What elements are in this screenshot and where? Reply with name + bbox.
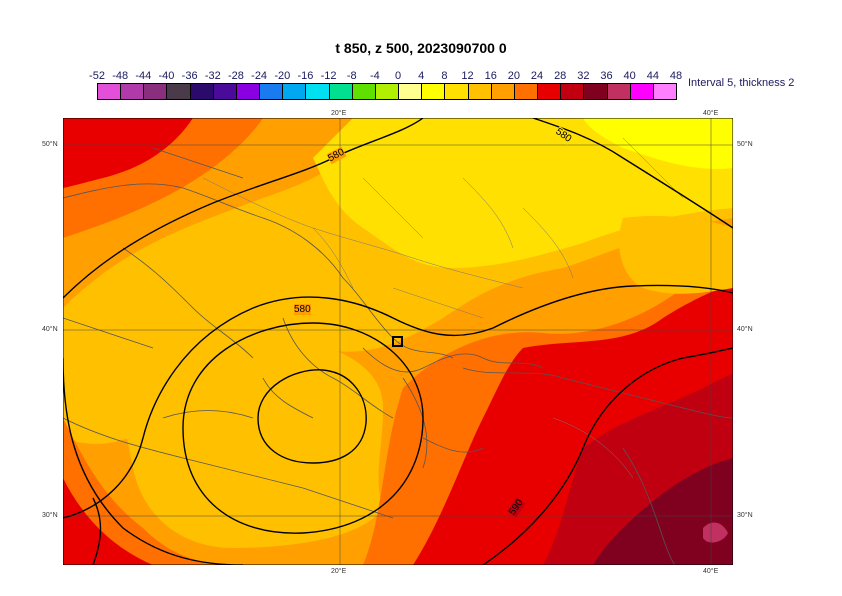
contour-580-loop: [182, 322, 424, 534]
field-med-blob: [121, 328, 383, 548]
colorbar-swatch: [537, 83, 562, 100]
lon-tick-top: 40°E: [703, 110, 719, 117]
lat-tick-right: 30°N: [737, 512, 753, 519]
colorbar-swatch: [97, 83, 122, 100]
colorbar-swatch: [560, 83, 585, 100]
lon-tick-bottom: 40°E: [703, 568, 719, 575]
colorbar-swatch: [652, 83, 677, 100]
colorbar-tick-label: -48: [112, 70, 129, 82]
colorbar-swatch: [189, 83, 214, 100]
colorbar-tick-label: -20: [274, 70, 291, 82]
field-se-maroon: [593, 458, 733, 565]
location-marker: [392, 336, 403, 347]
colorbar-swatch: [235, 83, 261, 100]
colorbar-swatch: [120, 83, 145, 100]
colorbar-tick-label: -52: [89, 70, 105, 82]
field-sw-band: [63, 418, 243, 565]
colorbar-swatch: [212, 83, 237, 100]
colorbar-tick-label: 20: [507, 70, 520, 82]
colorbar-swatch: [421, 83, 446, 100]
colorbar-tick-label: 44: [646, 70, 659, 82]
field-se-pink: [703, 522, 728, 543]
lat-tick-right: 50°N: [737, 141, 753, 148]
field-sw-red: [63, 478, 153, 565]
chart-title: t 850, z 500, 2023090700 0: [335, 40, 507, 56]
colorbar-tick-label: 36: [600, 70, 613, 82]
colorbar-tick-label: 0: [395, 70, 402, 82]
colorbar-swatch: [513, 83, 539, 100]
graticule: [63, 118, 733, 565]
colorbar-tick-label: 32: [577, 70, 590, 82]
field-yellow-ne: [313, 118, 733, 268]
lat-tick-left: 50°N: [42, 141, 58, 148]
contour-outer-sw: [63, 357, 244, 565]
colorbar-swatch: [606, 83, 631, 100]
colorbar-swatch: [328, 83, 353, 100]
colorbar-tick-label: 12: [461, 70, 474, 82]
colorbar-swatch: [444, 83, 469, 100]
contour-590: [482, 347, 733, 565]
z500-contours: [63, 118, 733, 565]
lat-tick-left: 30°N: [42, 512, 58, 519]
colorbar-tick-label: -24: [251, 70, 268, 82]
colorbar-tick-label: 4: [418, 70, 425, 82]
colorbar-swatch: [629, 83, 654, 100]
contour-580-central: [63, 284, 733, 519]
colorbar-tick-label: -28: [228, 70, 244, 82]
lon-tick-top: 20°E: [331, 110, 347, 117]
contour-580-north: [63, 118, 424, 299]
colorbar-note: Interval 5, thickness 2: [688, 77, 795, 89]
colorbar-swatch: [305, 83, 330, 100]
colorbar-swatch: [583, 83, 608, 100]
colorbar-tick-label: 24: [530, 70, 544, 82]
colorbar-tick-label: 40: [623, 70, 636, 82]
colorbar-swatch: [490, 83, 515, 100]
colorbar-swatch: [143, 83, 168, 100]
colorbar-swatch: [282, 83, 307, 100]
lat-tick-left: 40°N: [42, 326, 58, 333]
colorbar-swatch: [166, 83, 191, 100]
colorbar-swatch: [398, 83, 423, 100]
colorbar-tick-label: 16: [484, 70, 497, 82]
contour-sw2: [92, 497, 102, 565]
field-light-yellow: [583, 118, 733, 169]
colorbar-tick-label: -32: [204, 70, 221, 82]
colorbar-tick-label: 8: [441, 70, 448, 82]
colorbar-tick-label: -40: [158, 70, 175, 82]
colorbar-swatch: [351, 83, 376, 100]
colorbar-tick-label: 28: [554, 70, 567, 82]
colorbar-swatch: [374, 83, 400, 100]
colorbar-tick-label: -12: [320, 70, 337, 82]
contour-label: 580: [294, 304, 311, 315]
contour-585-inner: [257, 369, 367, 464]
colorbar-tick-label: -8: [346, 70, 357, 82]
colorbar-tick-label: -16: [297, 70, 314, 82]
colorbar-tick-label: -4: [370, 70, 380, 82]
lat-tick-right: 40°N: [737, 326, 753, 333]
field-east-pale: [619, 216, 733, 294]
colorbar-swatch: [259, 83, 284, 100]
lon-tick-bottom: 20°E: [331, 568, 347, 575]
colorbar-tick-label: 48: [669, 70, 683, 82]
colorbar-tick-label: -44: [135, 70, 152, 82]
field-west-red: [63, 118, 193, 188]
colorbar-tick-label: -36: [181, 70, 198, 82]
temperature-map: [63, 118, 733, 565]
colorbar-swatch: [467, 83, 492, 100]
